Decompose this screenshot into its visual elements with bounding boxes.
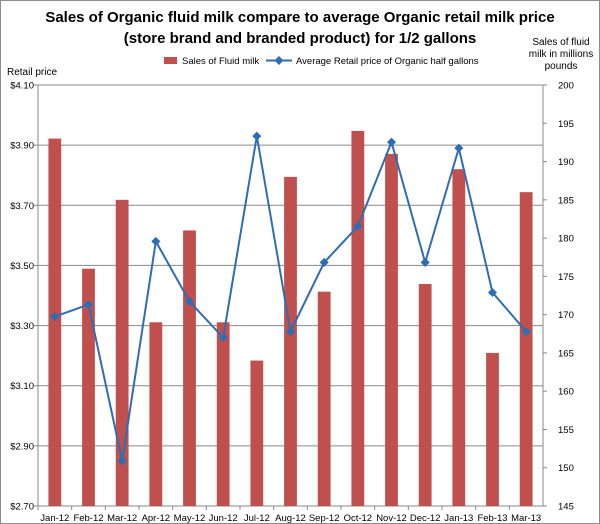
x-axis-tick-label: Feb-12 <box>73 513 103 523</box>
right-axis-tick-label: 165 <box>558 348 574 359</box>
legend-marker-price <box>274 55 284 66</box>
bar-sales-fluid-milk <box>48 138 62 506</box>
right-axis-tick-label: 185 <box>558 195 574 206</box>
bar-sales-fluid-milk <box>284 176 297 506</box>
right-axis-label: Sales of fluid <box>532 37 589 48</box>
left-axis-tick-label: $3.30 <box>10 321 34 332</box>
x-axis-tick-label: Jan-13 <box>444 513 473 523</box>
x-axis-tick-label: Jul-12 <box>244 513 270 523</box>
bar-sales-fluid-milk <box>452 169 466 506</box>
left-axis-tick-label: $4.10 <box>10 81 34 92</box>
bar-sales-fluid-milk <box>385 153 398 506</box>
left-axis-tick-label: $2.70 <box>10 502 34 513</box>
line-point-marker <box>117 456 127 466</box>
chart-title: Sales of Organic fluid milk compare to a… <box>1 7 599 49</box>
x-axis-tick-label: Feb-13 <box>477 513 507 523</box>
legend-label-price: Average Retail price of Organic half gal… <box>296 56 479 67</box>
bar-sales-fluid-milk <box>183 230 196 506</box>
bar-sales-fluid-milk <box>115 199 129 506</box>
right-axis-tick-label: 175 <box>558 272 574 283</box>
line-point-marker <box>50 312 60 322</box>
right-axis-label: milk in millions <box>529 49 593 60</box>
bar-sales-fluid-milk <box>82 268 95 506</box>
x-axis-tick-label: Mar-13 <box>511 513 541 523</box>
line-point-marker <box>184 296 195 307</box>
right-axis-tick-label: 150 <box>558 463 574 474</box>
right-axis-tick-label: 155 <box>558 425 574 436</box>
line-point-marker <box>151 236 161 246</box>
x-axis-tick-label: May-12 <box>174 513 206 523</box>
bar-sales-fluid-milk <box>317 291 331 506</box>
left-axis-label: Retail price <box>7 67 57 78</box>
x-axis-tick-label: Jan-12 <box>40 513 69 523</box>
left-axis-tick-label: $3.10 <box>10 381 34 392</box>
chart-title-line-1: Sales of Organic fluid milk compare to a… <box>45 9 555 26</box>
right-axis-tick-label: 180 <box>558 234 574 245</box>
chart-title-line-2: (store brand and branded product) for 1/… <box>123 30 477 47</box>
legend-swatch-sales <box>164 57 177 64</box>
left-axis-tick-label: $2.90 <box>10 441 34 452</box>
bar-sales-fluid-milk <box>216 322 230 506</box>
x-axis-tick-label: Apr-12 <box>142 513 171 523</box>
right-axis-tick-label: 200 <box>558 81 574 92</box>
bar-sales-fluid-milk <box>418 284 432 506</box>
right-axis-tick-label: 195 <box>558 119 574 130</box>
x-axis-tick-label: Oct-12 <box>344 513 373 523</box>
x-axis-tick-label: Jun-12 <box>209 513 238 523</box>
left-axis-tick-label: $3.90 <box>10 141 34 152</box>
line-point-marker <box>218 333 228 343</box>
bar-sales-fluid-milk <box>519 192 533 506</box>
right-axis-tick-label: 145 <box>558 502 574 513</box>
x-axis-tick-label: Nov-12 <box>376 513 407 523</box>
x-axis-tick-label: Mar-12 <box>107 513 137 523</box>
bar-sales-fluid-milk <box>149 322 163 506</box>
bar-sales-fluid-milk <box>486 352 499 506</box>
legend-label-sales: Sales of Fluid milk <box>182 56 259 67</box>
x-axis-tick-label: Sep-12 <box>309 513 340 523</box>
left-axis-tick-label: $3.70 <box>10 201 34 212</box>
bar-sales-fluid-milk <box>250 360 264 506</box>
x-axis-tick-label: Aug-12 <box>275 513 306 523</box>
line-point-marker <box>252 131 262 141</box>
right-axis-tick-label: 190 <box>558 157 574 168</box>
bar-sales-fluid-milk <box>351 130 365 506</box>
right-axis-tick-label: 160 <box>558 387 574 398</box>
left-axis-tick-label: $3.50 <box>10 261 34 272</box>
line-point-marker <box>83 299 94 310</box>
x-axis-tick-label: Dec-12 <box>410 513 441 523</box>
right-axis-tick-label: 170 <box>558 310 574 321</box>
right-axis-label: pounds <box>545 61 578 72</box>
